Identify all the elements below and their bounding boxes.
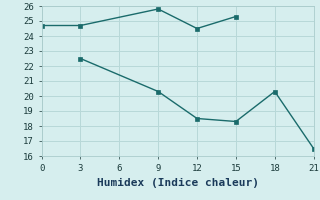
X-axis label: Humidex (Indice chaleur): Humidex (Indice chaleur) bbox=[97, 178, 259, 188]
